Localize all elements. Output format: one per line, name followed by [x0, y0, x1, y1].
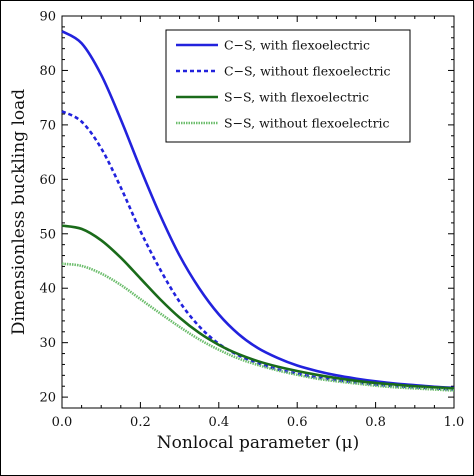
legend-label-2: C−S, without flexoelectric	[224, 64, 391, 79]
x-tick-label: 0.8	[365, 415, 386, 430]
x-axis-title: Nonlocal parameter (μ)	[157, 433, 359, 453]
y-tick-label: 60	[39, 173, 56, 188]
y-tick-label: 90	[39, 10, 56, 25]
legend-label-4: S−S, without flexoelectric	[224, 116, 390, 131]
y-tick-label: 50	[39, 227, 56, 242]
x-tick-label: 0.2	[130, 415, 151, 430]
y-axis-title: Dimensionless buckling load	[9, 89, 29, 335]
x-tick-label: 0.0	[52, 415, 73, 430]
legend-label-3: S−S, with flexoelectric	[224, 90, 369, 105]
y-tick-label: 20	[39, 391, 56, 406]
y-tick-label: 70	[39, 118, 56, 133]
axis-ticks: 0.0 0.2 0.4 0.6 0.8 1.0 20 30 40 50 60 70 80 90	[39, 10, 464, 431]
y-tick-label: 30	[39, 336, 56, 351]
x-tick-label: 0.6	[287, 415, 308, 430]
legend: C−S, with flexoelectric C−S, without flex…	[165, 29, 411, 143]
x-tick-label: 1.0	[444, 415, 465, 430]
x-tick-label: 0.4	[208, 415, 229, 430]
series-line-3	[61, 224, 455, 390]
series-line-2	[61, 110, 455, 391]
y-tick-label: 80	[39, 64, 56, 79]
series-lines	[61, 30, 455, 392]
series-line-4	[61, 262, 455, 392]
y-tick-label: 40	[39, 282, 56, 297]
legend-label-1: C−S, with flexoelectric	[224, 38, 370, 53]
